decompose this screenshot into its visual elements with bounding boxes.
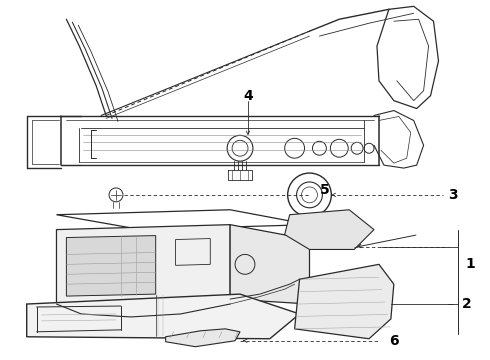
Polygon shape — [26, 294, 299, 339]
Text: 2: 2 — [462, 297, 471, 311]
Text: 5: 5 — [319, 183, 329, 197]
Polygon shape — [66, 235, 156, 296]
Polygon shape — [56, 225, 230, 304]
Text: 3: 3 — [448, 188, 458, 202]
Text: 4: 4 — [243, 89, 253, 103]
Polygon shape — [230, 225, 310, 304]
Text: 6: 6 — [389, 334, 399, 348]
Polygon shape — [166, 329, 240, 347]
Text: 1: 1 — [466, 257, 475, 271]
Polygon shape — [285, 210, 374, 249]
Polygon shape — [294, 264, 394, 339]
